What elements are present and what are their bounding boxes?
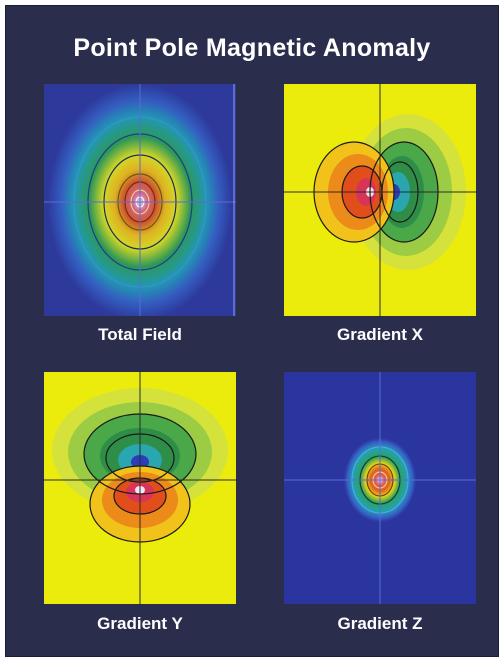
total-field-map: [44, 84, 236, 316]
gradient-z-map: [284, 372, 476, 604]
gradient-x-caption: Gradient X: [337, 325, 423, 344]
gradient-y-contour-plot: [44, 372, 236, 604]
gradient-x-map: [284, 84, 476, 316]
gradient-y-map: [44, 372, 236, 604]
total-field-caption: Total Field: [98, 325, 182, 344]
total-field-contour-plot: [44, 84, 236, 316]
figure-title: Point Pole Magnetic Anomaly: [73, 34, 431, 62]
figure-frame: Point Pole Magnetic Anomaly: [6, 6, 498, 656]
gradient-z-caption: Gradient Z: [337, 614, 423, 633]
gradient-y-caption: Gradient Y: [97, 614, 183, 633]
gradient-x-contour-plot: [284, 84, 476, 316]
gradient-z-contour-plot: [284, 372, 476, 604]
